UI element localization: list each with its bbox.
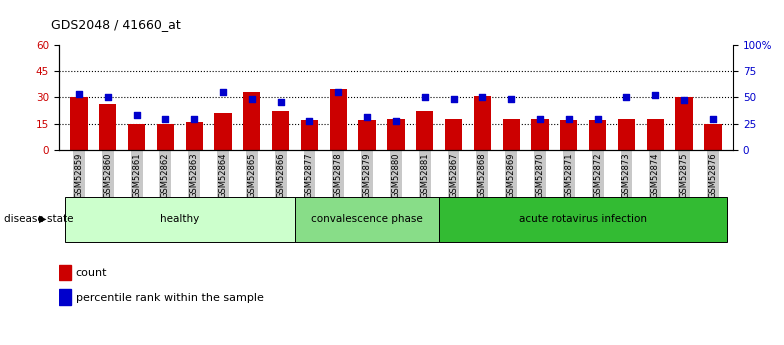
Bar (589, 120, 606, 150)
Bar (99, 105, 117, 150)
Bar (387, 119, 405, 150)
Point (130, 112, 143, 118)
Bar (214, 113, 232, 150)
Bar (358, 120, 376, 150)
Point (274, 99, 287, 105)
Point (620, 95, 633, 100)
Bar (301, 120, 318, 150)
Point (101, 95, 114, 100)
Text: acute rotavirus infection: acute rotavirus infection (519, 214, 648, 224)
Point (419, 95, 431, 100)
Point (159, 116, 172, 121)
Point (303, 118, 316, 124)
Bar (704, 124, 721, 150)
Point (505, 96, 517, 101)
Point (534, 116, 546, 121)
Bar (243, 92, 260, 150)
Point (332, 89, 344, 95)
Bar (439, 197, 728, 241)
Text: ▶: ▶ (39, 214, 47, 224)
Bar (618, 119, 635, 150)
Bar (560, 120, 578, 150)
Text: count: count (75, 268, 107, 278)
Bar (474, 96, 491, 150)
Bar (59, 289, 71, 305)
Bar (71, 98, 88, 150)
Bar (295, 197, 439, 241)
Point (73, 91, 85, 97)
Bar (157, 124, 174, 150)
Point (216, 89, 229, 95)
Bar (186, 122, 203, 150)
Bar (416, 111, 434, 150)
Bar (532, 119, 549, 150)
Bar (675, 98, 693, 150)
Point (476, 95, 488, 100)
Point (448, 96, 460, 101)
Bar (272, 111, 289, 150)
Text: disease state: disease state (4, 214, 74, 224)
Point (706, 116, 719, 121)
Point (649, 92, 662, 98)
Bar (59, 265, 71, 280)
Point (591, 116, 604, 121)
Point (678, 97, 691, 102)
Text: convalescence phase: convalescence phase (311, 214, 423, 224)
Text: healthy: healthy (160, 214, 199, 224)
Point (245, 96, 258, 101)
Bar (329, 89, 347, 150)
Bar (503, 119, 520, 150)
Point (188, 116, 201, 121)
Bar (64, 197, 295, 241)
Bar (445, 119, 463, 150)
Point (361, 115, 373, 120)
Text: percentile rank within the sample: percentile rank within the sample (75, 293, 263, 303)
Bar (128, 124, 145, 150)
Bar (647, 119, 664, 150)
Point (563, 116, 575, 121)
Point (390, 118, 402, 124)
Text: GDS2048 / 41660_at: GDS2048 / 41660_at (51, 18, 180, 31)
